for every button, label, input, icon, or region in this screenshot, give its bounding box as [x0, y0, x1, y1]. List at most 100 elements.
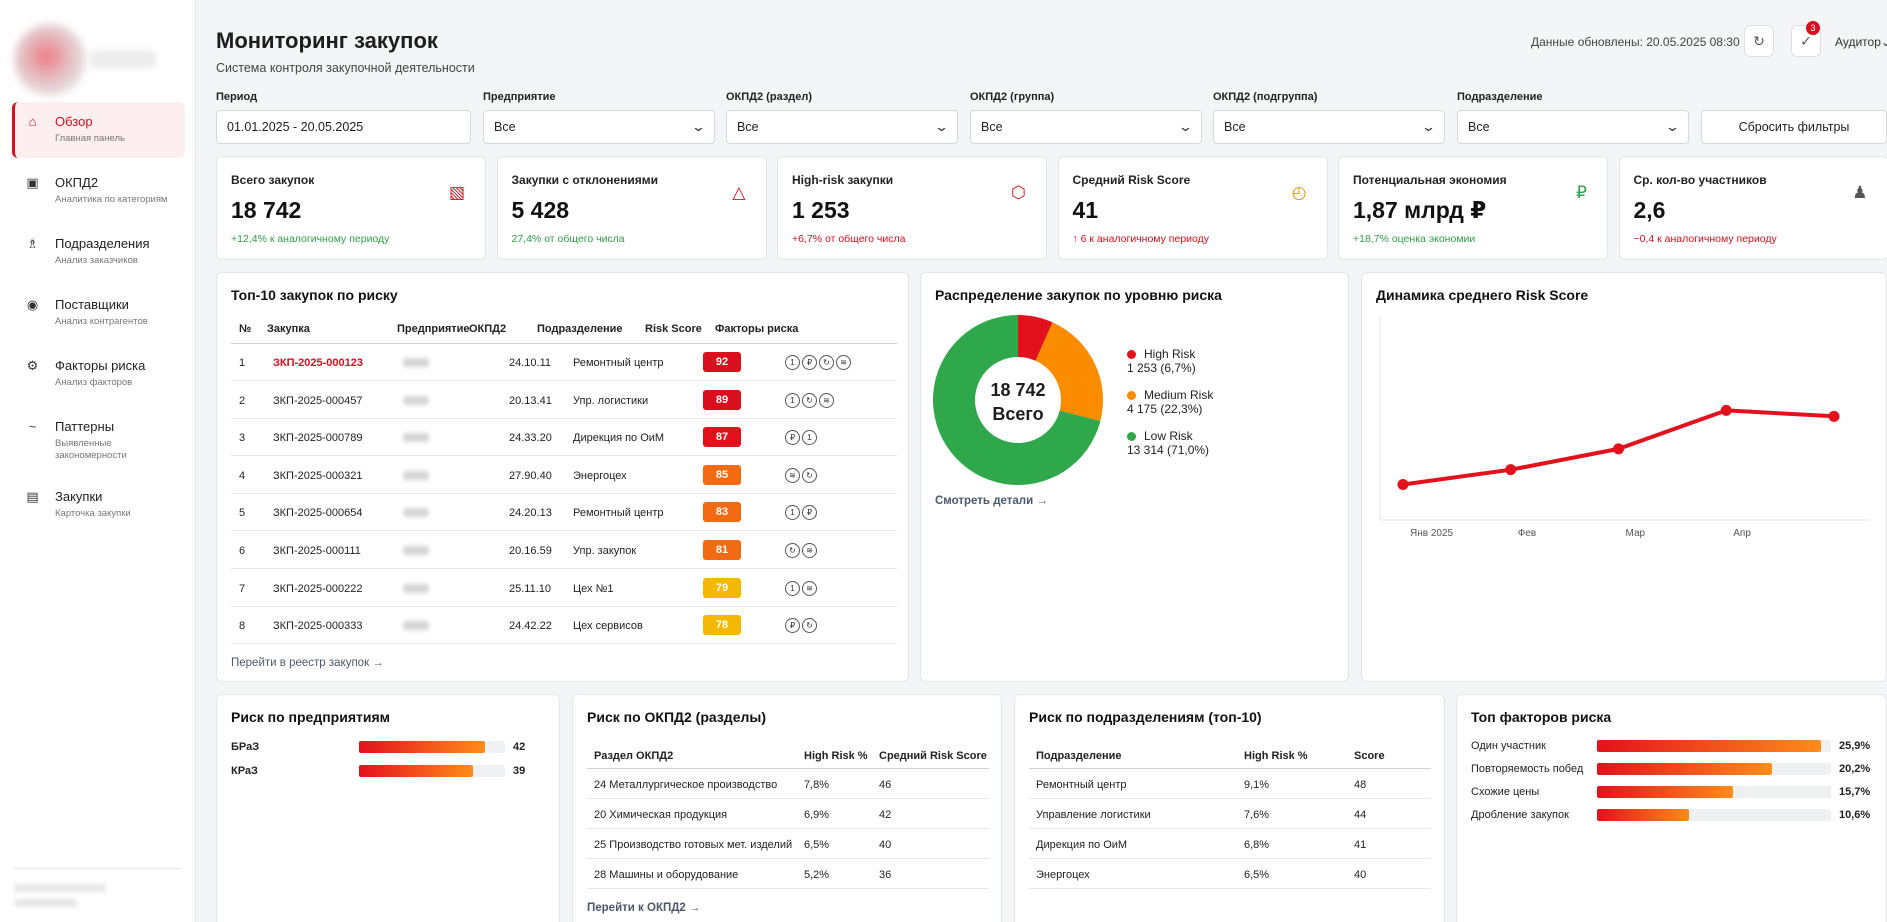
sidebar-item-label: Факторы риска	[55, 358, 146, 373]
period-input[interactable]: 01.01.2025 - 20.05.2025	[216, 110, 471, 144]
kpi-card: Всего закупок 18 742 +12,4% к аналогичному…	[216, 156, 486, 260]
table-row[interactable]: Дирекция по ОиМ 6,8% 41	[1029, 829, 1431, 859]
table-row[interactable]: 8 ЗКП-2025-000333 24.42.22 Цех сервисов 78 ₽ ↻	[231, 607, 897, 645]
table-cell: 46	[879, 779, 892, 791]
table-row[interactable]: 7 ЗКП-2025-000222 25.11.10 Цех №1 79 1 ≋	[231, 570, 897, 607]
sidebar-item-text: Факторы риска Анализ факторов	[55, 358, 185, 389]
purchase-id-link[interactable]: ЗКП-2025-000321	[273, 469, 363, 482]
filter-select[interactable]: Все ⌄	[970, 110, 1202, 144]
department: Цех сервисов	[573, 620, 643, 633]
registry-link[interactable]: Перейти в реестр закупок →	[231, 657, 384, 669]
sidebar-item-2[interactable]: ♗ Подразделения Анализ заказчиков	[12, 224, 185, 280]
filter-label: ОКПД2 (подгруппа)	[1213, 91, 1318, 103]
sidebar-item-6[interactable]: ▤ Закупки Карточка закупки	[12, 477, 185, 533]
risk-factor-icon[interactable]: ↻	[802, 392, 817, 408]
table-row[interactable]: 28 Машины и оборудование 5,2% 36	[587, 859, 989, 889]
table-row[interactable]: 2 ЗКП-2025-000457 20.13.41 Упр. логистики 89…	[231, 382, 897, 419]
risk-factor-icon[interactable]: ₽	[785, 618, 800, 634]
risk-factor-icon[interactable]: ≋	[819, 392, 834, 408]
risk-factor-icon[interactable]: 1	[802, 430, 817, 446]
kpi-change: +12,4% к аналогичному периоду	[231, 233, 390, 245]
risk-factor-icon[interactable]: 1	[785, 392, 800, 408]
donut-details-link[interactable]: Смотреть детали →	[935, 495, 1048, 507]
risk-factor-icon[interactable]: 1	[785, 355, 800, 370]
purchase-id-link[interactable]: ЗКП-2025-000222	[273, 582, 363, 595]
risk-distribution-card: Распределение закупок по уровню риска 18…	[920, 272, 1349, 682]
risk-factor-icon[interactable]: ≋	[802, 543, 817, 558]
risk-factor-icon[interactable]: ↻	[802, 467, 817, 483]
table-row[interactable]: 6 ЗКП-2025-000111 20.16.59 Упр. закупок 81 ↻ ≋	[231, 532, 897, 569]
trend-point[interactable]	[1397, 478, 1409, 490]
table-row[interactable]: 1 ЗКП-2025-000123 24.10.11 Ремонтный центр 9…	[231, 344, 897, 381]
risk-factor-bar-fill	[1597, 763, 1773, 775]
donut-slice[interactable]	[1018, 315, 1053, 361]
okpd-code: 20.13.41	[509, 394, 552, 407]
filter-select[interactable]: Все ⌄	[1457, 110, 1689, 144]
okpd-link[interactable]: Перейти к ОКПД2 →	[587, 902, 701, 914]
reset-filters-button[interactable]: Сбросить фильтры	[1701, 110, 1887, 144]
risk-factor-icon[interactable]: ↻	[785, 543, 800, 558]
table-row[interactable]: 3 ЗКП-2025-000789 24.33.20 Дирекция по ОиМ 8…	[231, 419, 897, 457]
risk-factor-icon[interactable]: 1	[785, 580, 800, 596]
kpi-change: −0,4 к аналогичному периоду	[1633, 233, 1777, 245]
purchase-id-link[interactable]: ЗКП-2025-000111	[273, 545, 361, 557]
table-cell: 40	[1354, 869, 1367, 881]
enterprise-bar-fill	[359, 741, 485, 753]
chevron-down-icon: ⌄	[1664, 119, 1681, 134]
risk-factor-icon[interactable]: 1	[785, 505, 800, 521]
donut-slice[interactable]	[1035, 322, 1103, 421]
table-row[interactable]: 4 ЗКП-2025-000321 27.90.40 Энергоцех 85 ≋ ↻	[231, 457, 897, 494]
refresh-button[interactable]: ↻	[1744, 25, 1774, 57]
sidebar-item-0[interactable]: ⌂ Обзор Главная панель	[12, 102, 185, 158]
logo-text-blurred	[90, 50, 156, 68]
sidebar: ⌂ Обзор Главная панель ▣ ОКПД2 Аналитика по к…	[0, 0, 196, 922]
sidebar-item-5[interactable]: ~ Паттерны Выявленные закономерности	[12, 407, 185, 463]
row-number: 1	[239, 357, 246, 369]
trend-point[interactable]	[1828, 410, 1840, 422]
sidebar-item-label: Обзор	[55, 114, 93, 129]
purchase-id-link[interactable]: ЗКП-2025-000333	[273, 620, 363, 633]
risk-factor-icon[interactable]: ≋	[836, 355, 851, 370]
table-row[interactable]: 25 Производство готовых мет. изделий 6,5%…	[587, 829, 989, 859]
department: Ремонтный центр	[573, 507, 664, 520]
risk-factor-icon[interactable]: ₽	[802, 355, 817, 370]
table-row[interactable]: Управление логистики 7,6% 44	[1029, 799, 1431, 829]
risk-factor-icon[interactable]: ≋	[802, 580, 817, 596]
donut-slice[interactable]	[933, 315, 1101, 485]
trend-point[interactable]	[1505, 464, 1517, 476]
risk-factor-icon[interactable]: ₽	[785, 430, 800, 446]
risk-factor-icon[interactable]: ₽	[802, 505, 817, 521]
purchase-id-link[interactable]: ЗКП-2025-000654	[273, 507, 363, 520]
table-row[interactable]: 24 Металлургическое производство 7,8% 46	[587, 769, 989, 799]
filter-select[interactable]: Все ⌄	[1213, 110, 1445, 144]
okpd-code: 20.16.59	[509, 545, 552, 557]
purchase-id-link[interactable]: ЗКП-2025-000123	[273, 357, 364, 369]
filter-select[interactable]: Все ⌄	[483, 110, 715, 144]
purchase-id-link[interactable]: ЗКП-2025-000789	[273, 432, 363, 445]
company-logo[interactable]	[10, 16, 160, 96]
sidebar-item-1[interactable]: ▣ ОКПД2 Аналитика по категориям	[12, 163, 185, 219]
risk-factor-icon[interactable]: ↻	[819, 355, 834, 370]
table-row[interactable]: Энергоцех 6,5% 40	[1029, 859, 1431, 889]
table-row[interactable]: Ремонтный центр 9,1% 48	[1029, 769, 1431, 799]
kpi-card: Средний Risk Score 41 ↑ 6 к аналогичному п…	[1057, 156, 1328, 260]
table-cell: Энергоцех	[1036, 869, 1090, 881]
filter-select[interactable]: Все ⌄	[726, 110, 958, 144]
table-cell: 7,6%	[1244, 809, 1270, 821]
table-row[interactable]: 20 Химическая продукция 6,9% 42	[587, 799, 989, 829]
table-row[interactable]: 5 ЗКП-2025-000654 24.20.13 Ремонтный центр 8…	[231, 494, 897, 532]
risk-factor-bar-fill	[1597, 786, 1734, 798]
risk-score-badge: 89	[703, 389, 741, 410]
trend-point[interactable]	[1720, 404, 1732, 416]
user-menu[interactable]: Аудитор⌄	[1835, 35, 1887, 49]
gauge-icon: ◴	[1291, 183, 1307, 202]
risk-factor-icon[interactable]: ≋	[785, 467, 800, 483]
trend-point[interactable]	[1613, 443, 1624, 455]
sidebar-item-3[interactable]: ◉ Поставщики Анализ контрагентов	[12, 285, 185, 341]
purchase-id-link[interactable]: ЗКП-2025-000457	[273, 394, 363, 407]
sidebar-item-4[interactable]: ⚙ Факторы риска Анализ факторов	[12, 346, 185, 402]
risk-factor-icon[interactable]: ↻	[802, 618, 817, 634]
donut-center-value: 18 742	[990, 380, 1046, 400]
notifications-button[interactable]: ✓ 3	[1791, 21, 1821, 57]
enterprise-bar	[359, 741, 505, 753]
